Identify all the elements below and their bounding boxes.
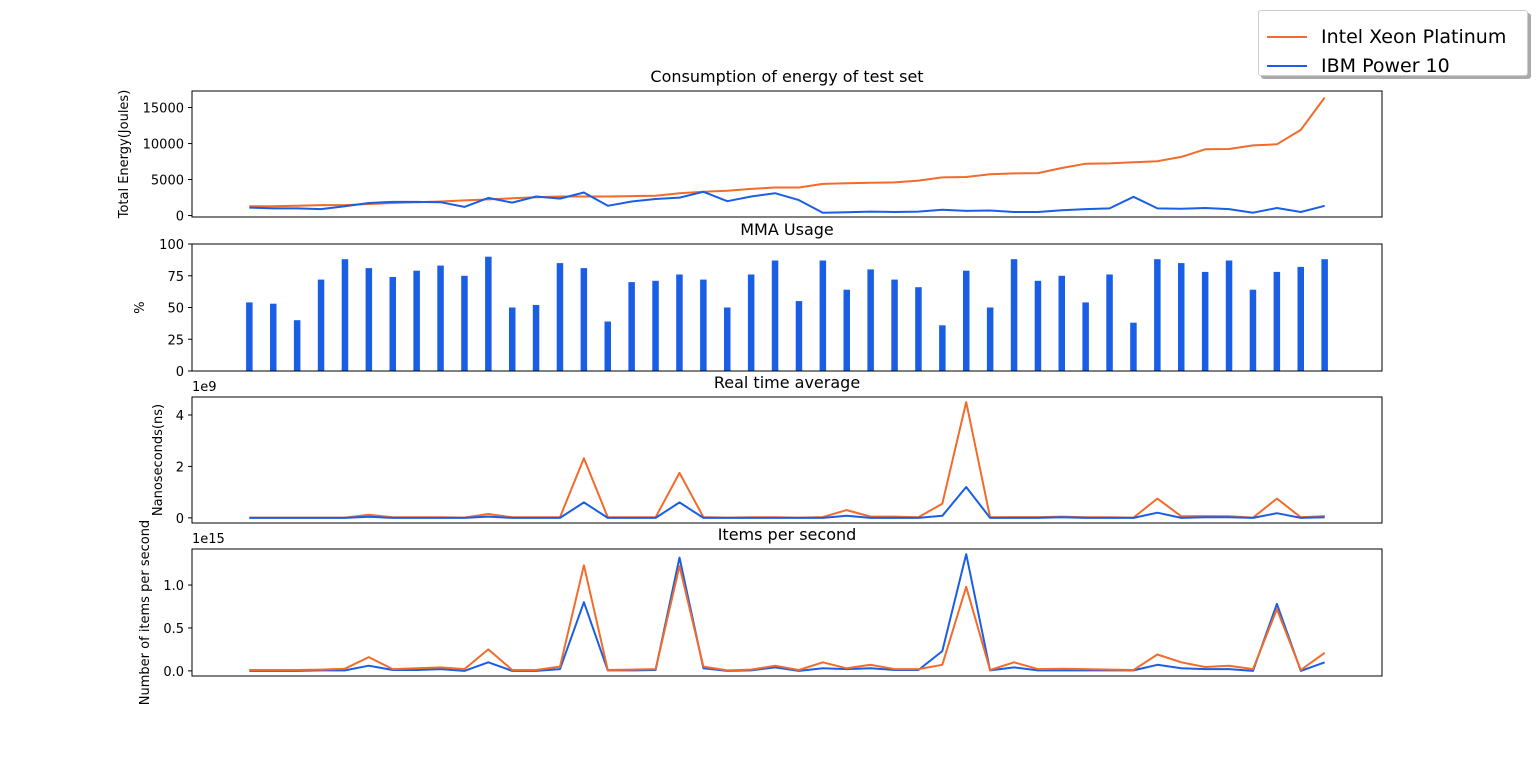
bar — [891, 279, 898, 371]
bar — [1034, 280, 1042, 371]
axes-frame — [191, 396, 1383, 524]
y-tick-label: 2 — [176, 460, 184, 475]
bar — [437, 265, 444, 371]
y-tick-label: 0 — [176, 210, 184, 225]
y-tick-label: 75 — [167, 270, 184, 285]
bar — [915, 287, 922, 371]
series-line-intel-xeon-platinum — [249, 401, 1325, 519]
bar — [509, 307, 516, 371]
legend-line-ibm-icon — [1267, 65, 1307, 67]
bar — [771, 260, 779, 371]
bar — [1178, 263, 1185, 371]
chart-panel-3: 0 2 4 Real time average Nanoseconds(ns) 1e9 — [151, 373, 1383, 527]
chart-title: Items per second — [718, 525, 857, 544]
chart-title: Real time average — [714, 373, 860, 392]
bar — [365, 268, 373, 371]
y-tick-label: 4 — [176, 409, 184, 424]
legend-item-ibm: IBM Power 10 — [1267, 53, 1450, 79]
y-axis-label: % — [133, 301, 148, 313]
y-tick-label: 1.0 — [163, 579, 184, 594]
chart-panel-4: 0.0 0.5 1.0 Items per second Number of items… — [138, 520, 1383, 705]
bar — [676, 274, 683, 371]
bar — [700, 279, 707, 371]
bar — [1082, 302, 1089, 371]
bar — [795, 301, 803, 371]
bar — [1273, 271, 1281, 371]
series-line-ibm-power-10 — [249, 486, 1325, 519]
bar — [293, 320, 301, 371]
axes-frame — [191, 90, 1383, 218]
y-axis-label: Number of items per second — [138, 520, 153, 705]
axis-offset-label: 1e9 — [192, 380, 217, 395]
bar — [341, 259, 349, 371]
bar — [270, 303, 277, 371]
y-tick-label: 5000 — [151, 174, 184, 189]
bar — [1106, 274, 1113, 371]
series-line-intel-xeon-platinum — [249, 96, 1326, 208]
y-tick-label: 0 — [176, 365, 184, 380]
bar — [1154, 259, 1161, 371]
legend-line-intel-icon — [1267, 36, 1307, 38]
series-line-ibm-power-10 — [249, 190, 1325, 214]
series-line-intel-xeon-platinum — [249, 564, 1326, 672]
bar — [819, 260, 827, 371]
chart-title: Consumption of energy of test set — [650, 67, 923, 86]
y-tick-label: 10000 — [143, 138, 184, 153]
bar — [963, 270, 970, 371]
bar — [1010, 259, 1018, 371]
axis-offset-label: 1e15 — [192, 532, 225, 547]
y-tick-label: 0 — [176, 512, 184, 527]
bar — [1130, 322, 1137, 371]
y-tick-label: 0.0 — [163, 665, 184, 680]
bar — [747, 274, 755, 371]
bar — [939, 325, 946, 371]
bar — [1201, 271, 1209, 371]
chart-panel-1: 0 5000 10000 15000 Consumption of energy of … — [117, 67, 1383, 225]
legend-label-ibm: IBM Power 10 — [1321, 55, 1450, 77]
y-tick-label: 100 — [159, 238, 184, 253]
legend-label-intel: Intel Xeon Platinum — [1321, 26, 1507, 48]
bar — [580, 268, 588, 371]
bar — [1297, 266, 1304, 371]
bar — [461, 275, 468, 372]
bar — [604, 321, 611, 371]
bar — [485, 256, 492, 371]
bar — [317, 279, 325, 371]
bar — [389, 277, 396, 371]
bar — [867, 269, 874, 371]
bar — [724, 307, 731, 371]
y-axis-label: Nanoseconds(ns) — [151, 404, 166, 516]
bar — [1058, 275, 1065, 372]
bar — [532, 305, 540, 371]
axes-frame — [191, 548, 1383, 677]
bar — [843, 289, 850, 371]
y-axis-label: Total Energy(Joules) — [117, 90, 132, 220]
bar — [413, 270, 420, 371]
y-tick-label: 50 — [167, 302, 184, 317]
bar — [1225, 260, 1233, 371]
chart-panel-2: 0 25 50 75 100 MMA Usage% — [133, 220, 1383, 380]
series-line-ibm-power-10 — [249, 553, 1326, 672]
bar — [1249, 289, 1257, 371]
bar — [1321, 259, 1328, 371]
bar — [246, 302, 253, 371]
bar — [652, 280, 659, 371]
chart-title: MMA Usage — [740, 220, 834, 239]
legend-item-intel: Intel Xeon Platinum — [1267, 24, 1506, 50]
y-tick-label: 15000 — [143, 102, 184, 117]
legend: Intel Xeon Platinum IBM Power 10 — [1258, 10, 1528, 79]
bar — [986, 307, 994, 371]
y-tick-label: 0.5 — [163, 622, 184, 637]
y-tick-label: 25 — [167, 333, 184, 348]
bar — [556, 263, 564, 371]
bar — [628, 282, 635, 371]
